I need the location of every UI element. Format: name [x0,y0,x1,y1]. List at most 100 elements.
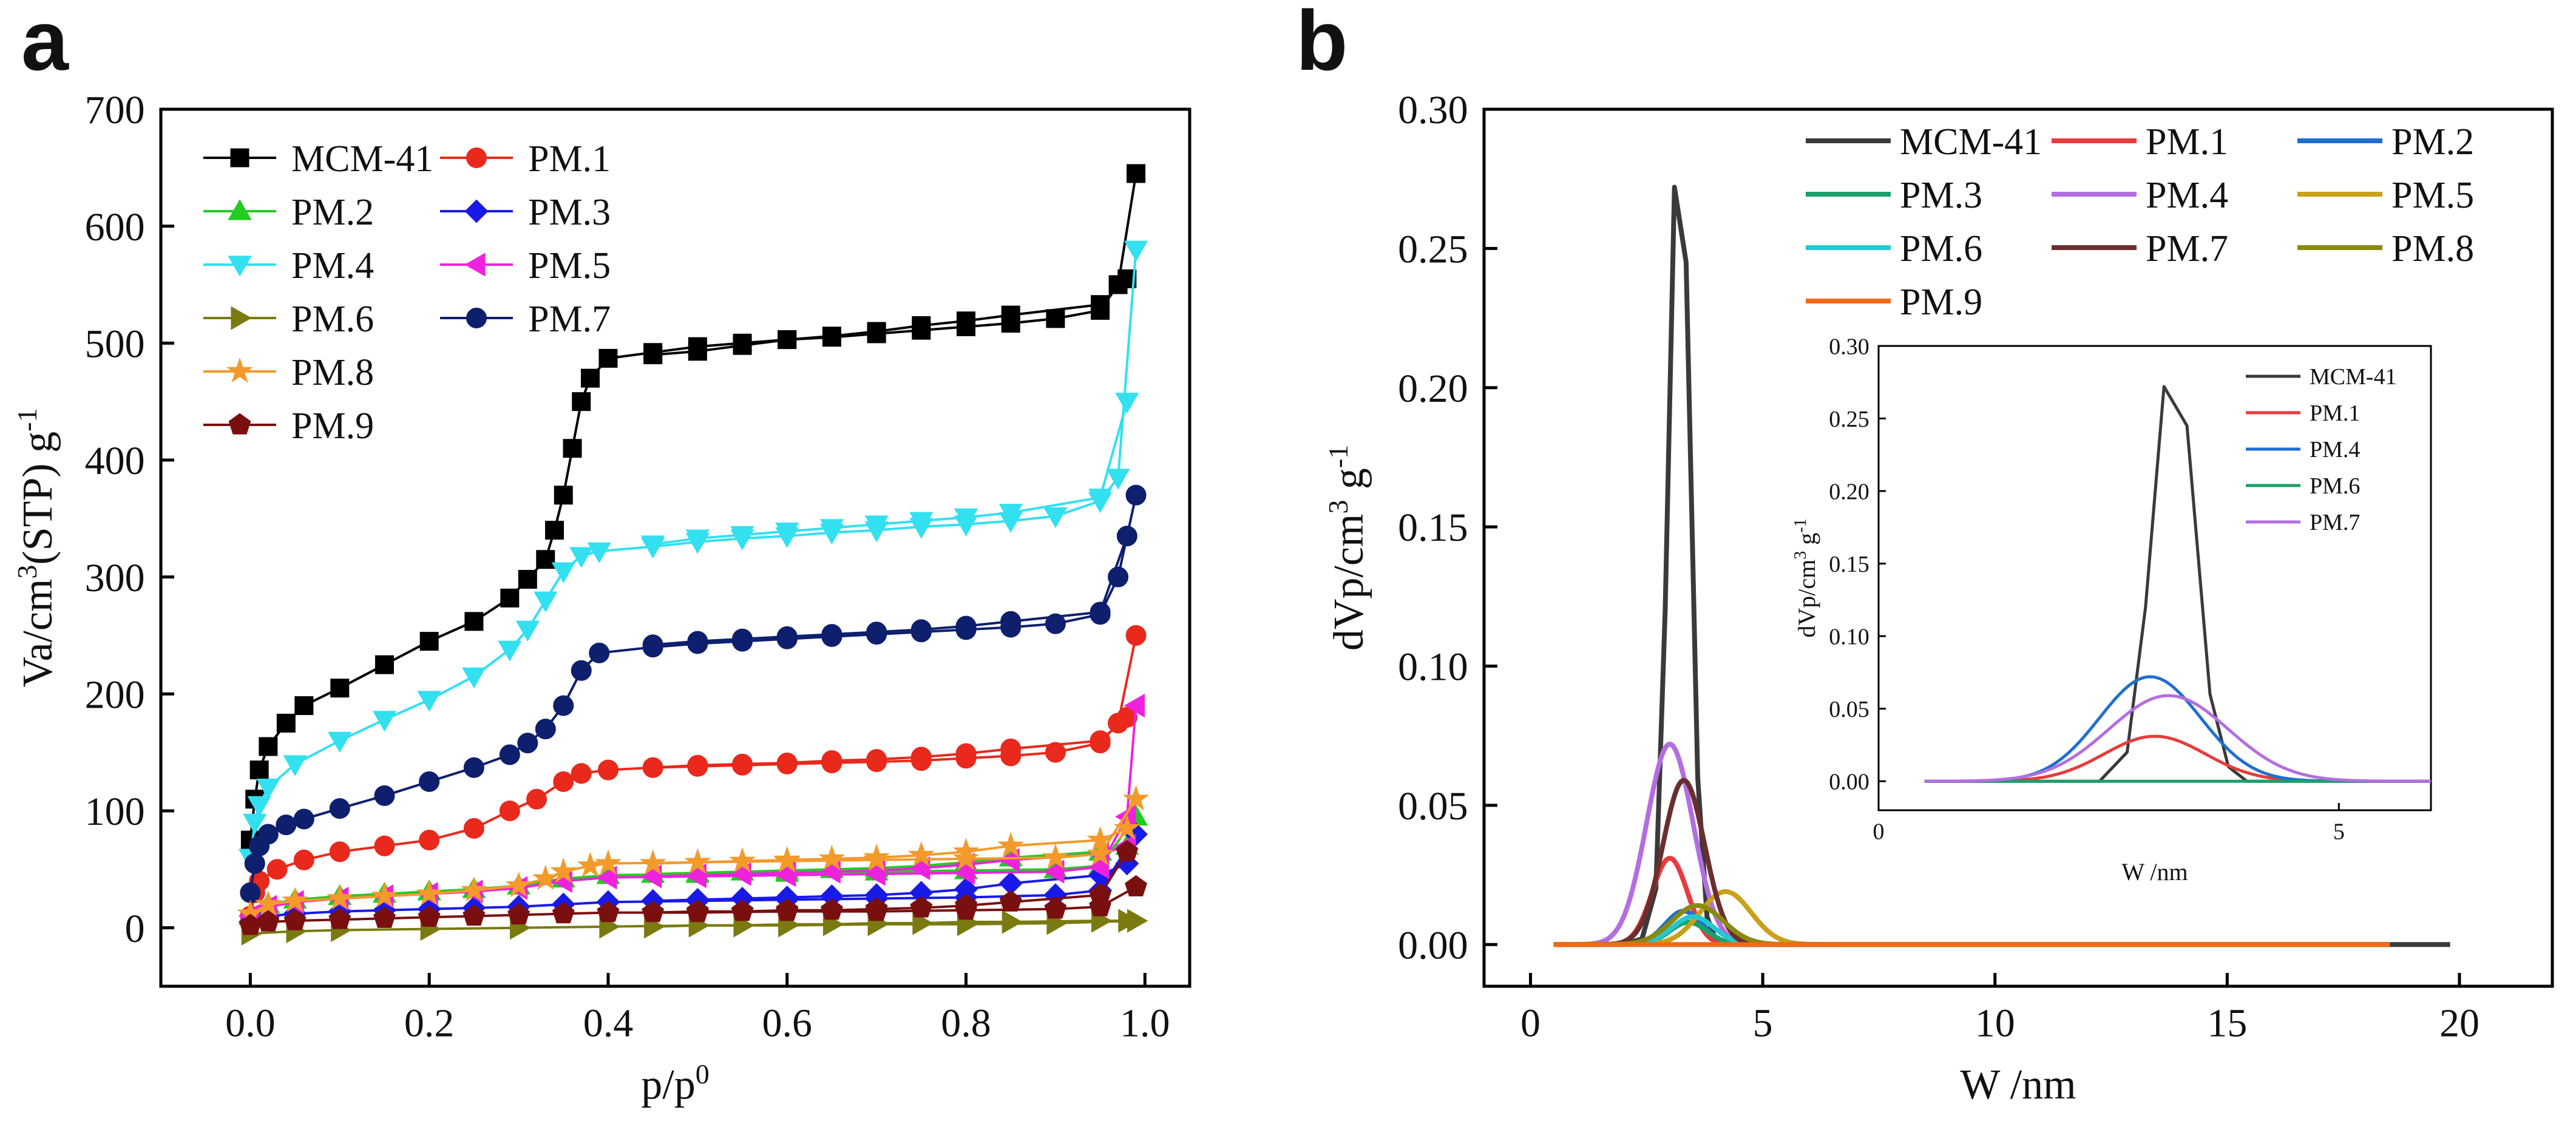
a-point-pm-4 [372,711,397,732]
a-x-tick-label: 0.8 [941,1001,991,1046]
a-legend-label: PM.2 [291,192,374,233]
a-series-pm-8 [237,785,1150,926]
a-point-pm-1 [866,751,887,773]
a-point-pm-4 [730,529,754,550]
a-adsorption-line-pm-7 [249,495,1137,893]
a-legend-label: PM.5 [528,245,611,286]
a-legend: MCM-41 PM.1 PM.2 PM.3 PM.4 PM.5 PM.6 PM.7 PM.8 PM… [203,138,611,447]
a-point-pm-1 [642,757,663,778]
a-point-pm-7 [244,853,265,874]
a-point-pm-8 [577,852,604,878]
a-point-pm-4 [1115,393,1139,414]
a-point-pm-1 [419,830,440,851]
a-point-mcm-41 [464,612,484,631]
a-point-pm-8 [639,849,666,875]
b-legend-label: MCM-41 [1900,121,2042,163]
b-legend-label: PM.9 [1900,282,1982,323]
a-legend-label: PM.4 [291,245,374,286]
a-point-pm-5 [774,863,796,887]
a-point-pm-9 [1044,897,1067,919]
a-legend-item-pm-2: PM.2 [203,192,374,233]
a-point-pm-8 [594,849,622,875]
a-point-mcm-41 [643,343,663,362]
a-point-pm-8 [254,890,282,916]
a-legend-label: PM.7 [528,299,611,340]
b-x-tick-label: 10 [1975,1001,2015,1046]
a-point-pm-9 [1116,840,1139,862]
a-x-tick-label: 0.0 [225,1001,276,1046]
b-x-tick-label: 5 [1753,1001,1773,1046]
a-point-pm-8 [952,844,980,870]
a-y-tick-label: 700 [85,88,145,132]
a-point-pm-7 [1108,566,1129,588]
a-point-pm-1 [374,835,395,856]
a-point-pm-9 [552,902,575,924]
a-point-pm-9 [597,901,620,923]
a-point-pm-8 [818,844,846,870]
a-point-pm-1 [1090,733,1111,754]
a-point-pm-8 [729,847,756,873]
a-point-pm-1 [293,849,314,870]
a-point-pm-9 [910,896,933,918]
a-point-pm-8 [326,884,353,910]
a-point-pm-8 [863,845,890,872]
a-point-pm-7 [463,757,484,778]
a-point-pm-9 [642,901,665,923]
a-point-mcm-41 [822,328,841,347]
a-point-pm-1 [526,788,547,810]
a-point-pm-5 [596,865,617,890]
a-point-pm-1 [499,801,520,821]
a-point-pm-5 [998,848,1020,872]
a-point-pm-1 [1000,745,1022,767]
a-point-mcm-41 [419,632,439,651]
a-point-pm-8 [1042,843,1069,869]
a-point-pm-5 [1124,693,1145,718]
b-y-tick-label: 0.05 [1398,784,1468,828]
b-legend-item-pm-8: PM.8 [2297,228,2474,269]
chart-b-pore-size-distribution: 0 5 10 15 20 0.00 0.05 0.10 0.15 0.20 0.25 0.30 W /n… [1323,88,2554,1108]
a-point-mcm-41 [1127,164,1146,183]
b-y-tick-label: 0.25 [1398,227,1468,271]
a-point-pm-7 [257,824,279,845]
a-point-pm-1 [1125,625,1147,646]
inset-legend-item-pm-1: PM.1 [2246,401,2360,426]
a-point-pm-7 [240,882,261,903]
a-legend-marker [226,357,253,383]
a-point-pm-8 [773,847,801,873]
a-point-pm-4 [328,731,352,753]
a-point-pm-1 [776,753,798,774]
a-plot-frame [159,107,1191,988]
b-series-line-pm-6 [1553,914,2390,947]
panel-a-letter: a [21,0,69,88]
a-point-pm-9 [731,899,754,921]
a-point-mcm-41 [563,439,582,458]
a-legend-item-pm-4: PM.4 [203,245,374,286]
inset-legend-label: PM.1 [2310,401,2360,426]
a-legend-marker [228,413,251,435]
a-point-mcm-41 [375,655,394,674]
a-point-pm-7 [821,626,842,647]
inset-y-tick-label: 0.05 [1829,697,1869,722]
a-point-mcm-41 [249,760,269,780]
a-point-pm-1 [732,754,753,776]
inset-y-tick-label: 0.10 [1829,624,1869,649]
inset-y-axis-label: dVp/cm3 g-1 [1791,518,1821,637]
b-y-tick-label: 0.10 [1398,645,1468,689]
a-point-mcm-41 [598,348,618,368]
a-point-mcm-41 [1046,309,1065,328]
a-y-axis-label: Va/cm3(STP) g-1 [12,408,62,688]
a-point-mcm-41 [330,679,350,698]
a-point-pm-4 [498,640,522,662]
a-point-pm-7 [687,633,708,654]
a-legend-label: PM.8 [291,352,374,393]
a-legend-item-pm-6: PM.6 [203,299,374,340]
a-legend-marker [466,308,487,328]
b-legend-label: PM.6 [1900,228,1982,269]
b-x-axis-label: W /nm [1960,1062,2076,1108]
a-point-pm-4 [864,521,889,543]
a-point-pm-9 [507,903,530,925]
a-point-pm-5 [864,862,886,886]
a-point-pm-4 [551,562,575,583]
a-point-mcm-41 [733,333,752,353]
